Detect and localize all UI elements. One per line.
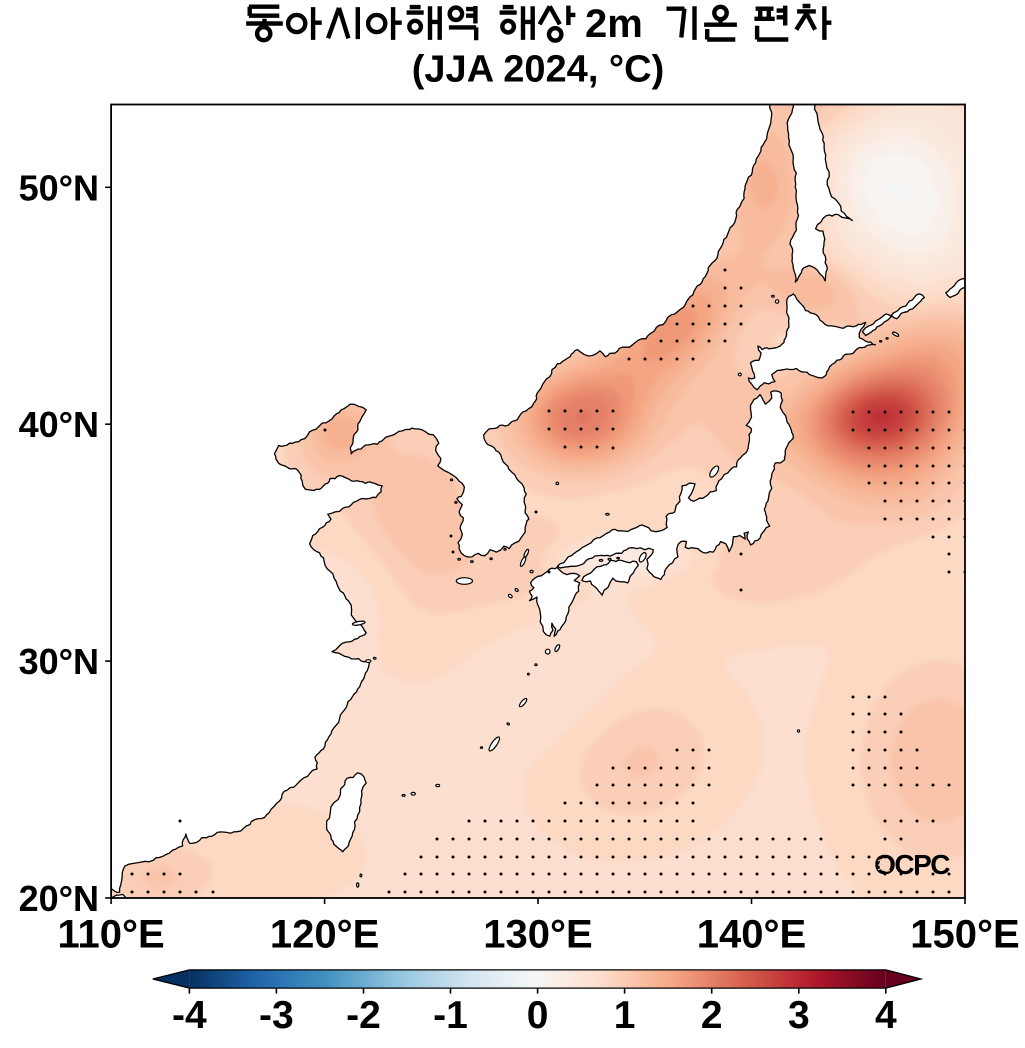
- svg-text:4: 4: [875, 994, 897, 1037]
- svg-text:20°N: 20°N: [19, 878, 99, 919]
- svg-text:2: 2: [701, 994, 723, 1037]
- svg-text:-1: -1: [433, 994, 468, 1037]
- svg-text:3: 3: [788, 994, 810, 1037]
- svg-text:140°E: 140°E: [697, 913, 806, 957]
- svg-text:-3: -3: [259, 994, 294, 1037]
- svg-text:2m: 2m: [585, 2, 643, 46]
- svg-text:(JJA 2024, °C): (JJA 2024, °C): [412, 49, 664, 91]
- svg-text:50°N: 50°N: [19, 167, 99, 208]
- svg-text:-4: -4: [172, 994, 207, 1037]
- svg-text:130°E: 130°E: [483, 913, 592, 957]
- svg-text:0: 0: [527, 994, 549, 1037]
- svg-text:120°E: 120°E: [270, 913, 379, 957]
- svg-text:OCPC: OCPC: [874, 849, 950, 880]
- svg-text:40°N: 40°N: [19, 404, 99, 445]
- svg-text:1: 1: [614, 994, 636, 1037]
- svg-text:150°E: 150°E: [910, 913, 1019, 957]
- svg-text:-2: -2: [346, 994, 381, 1037]
- svg-text:30°N: 30°N: [19, 641, 99, 682]
- svg-text:110°E: 110°E: [57, 913, 164, 957]
